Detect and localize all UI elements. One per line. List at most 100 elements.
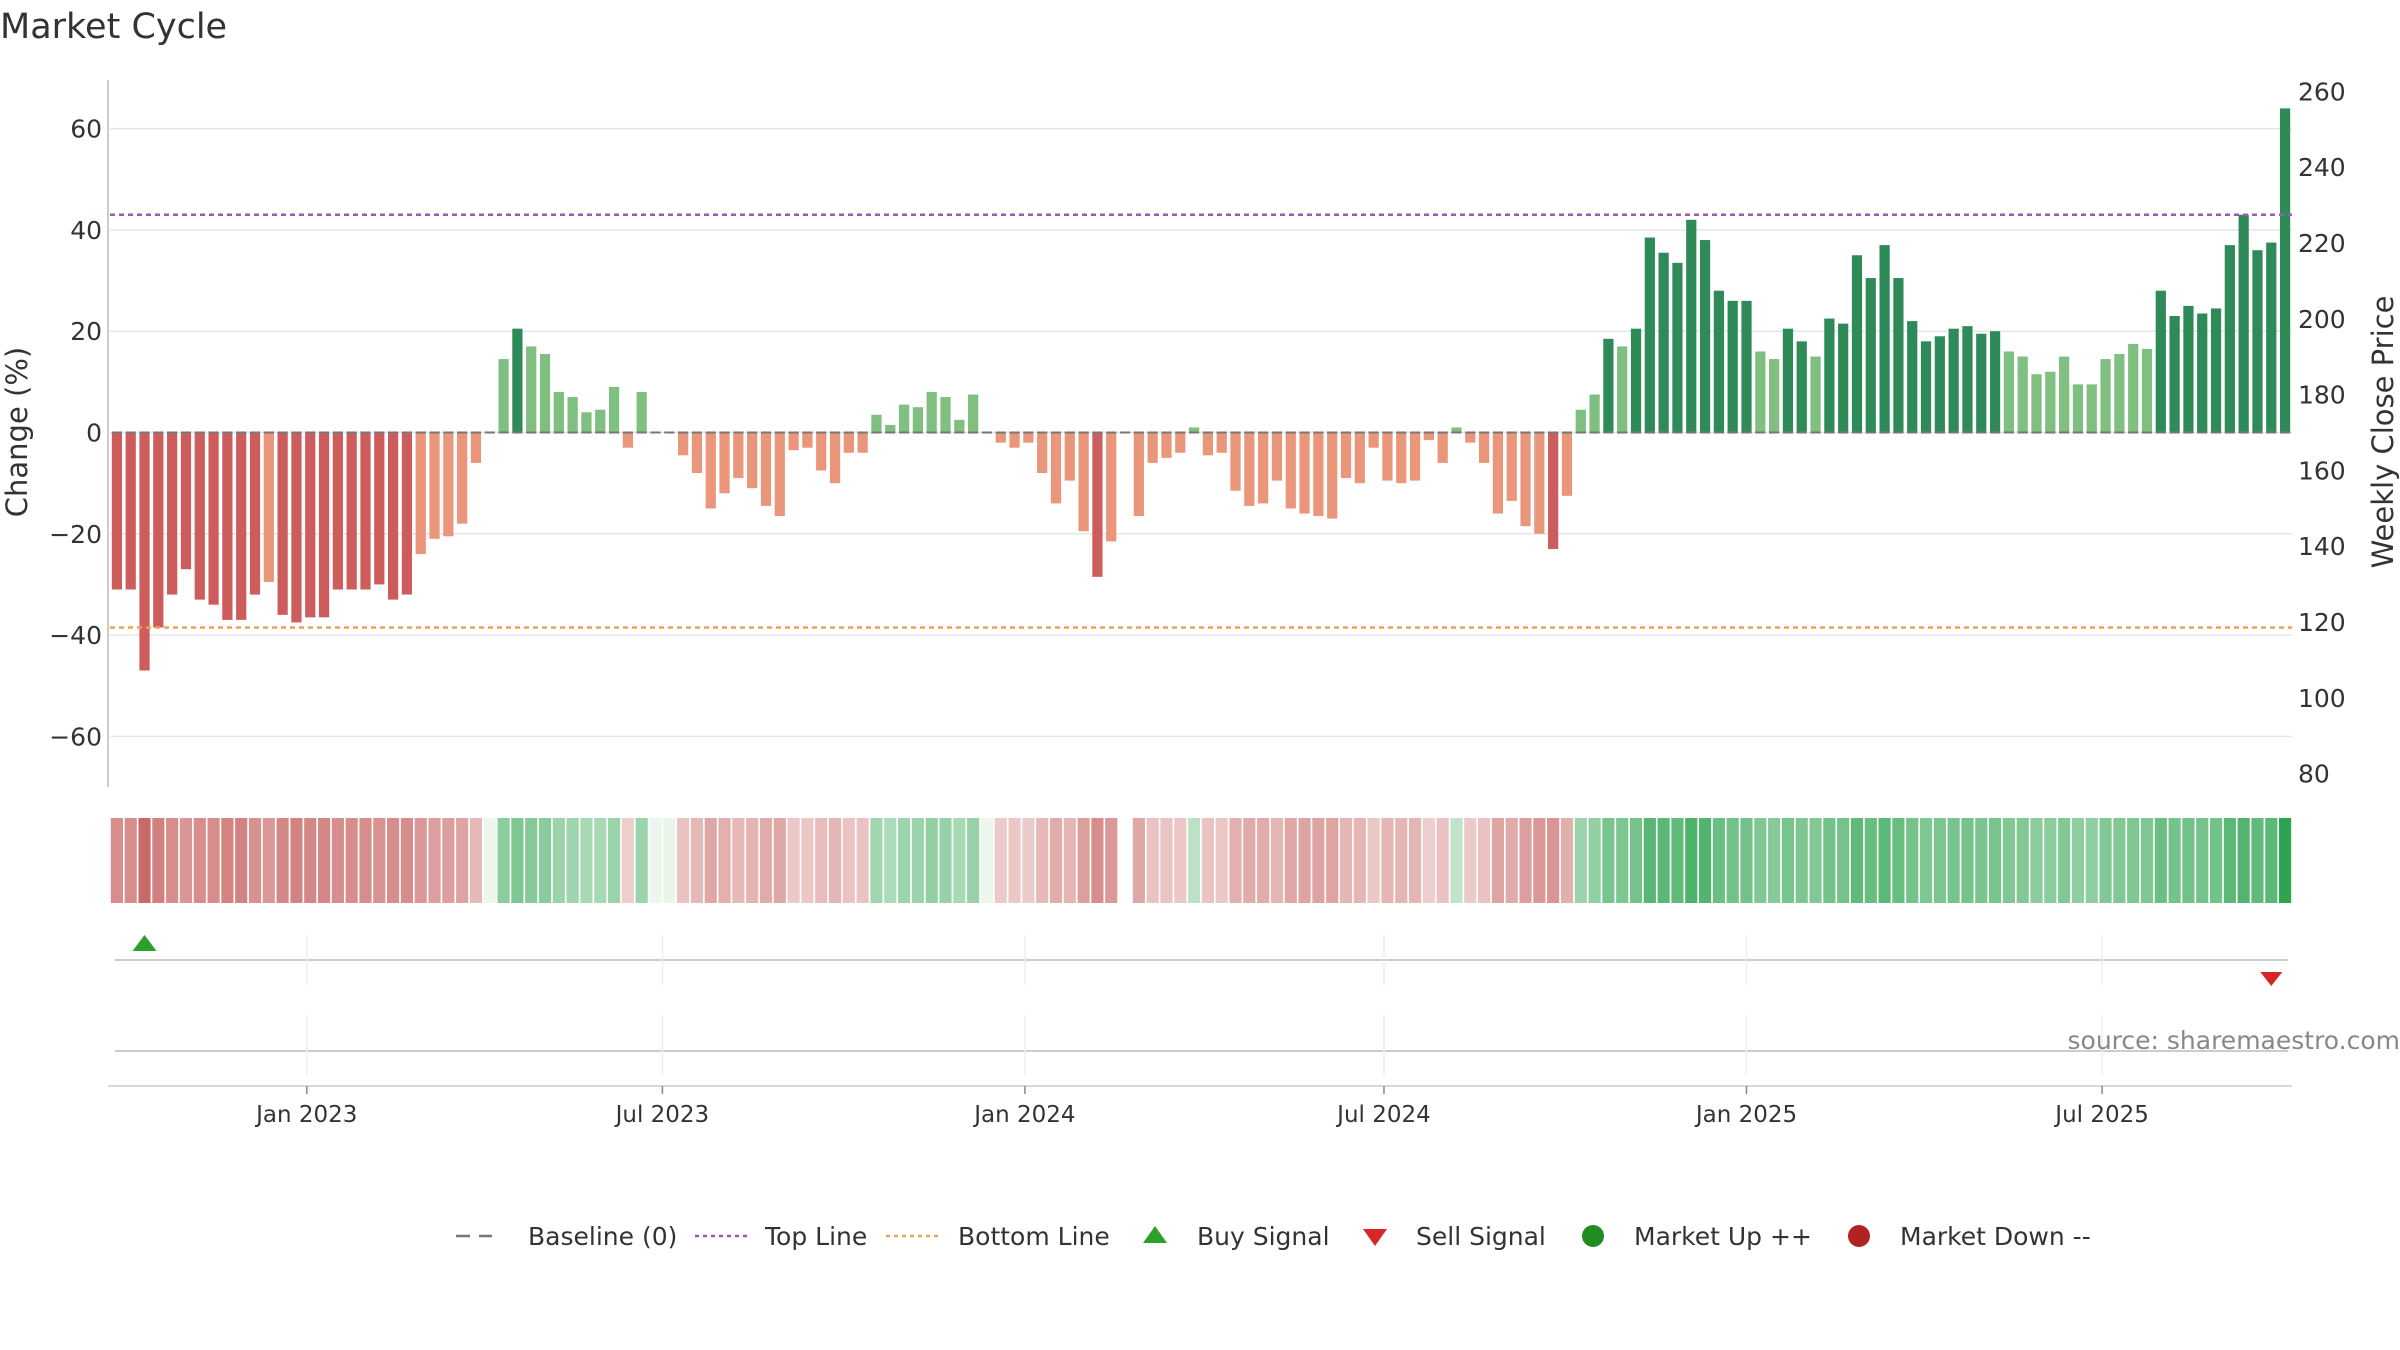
change-bar: [2045, 371, 2056, 433]
strength-cell: [1270, 818, 1284, 903]
strength-cell: [2099, 818, 2112, 903]
strength-cell: [1215, 818, 1228, 903]
change-bar: [2169, 316, 2180, 433]
x-tick-label: Jul 2024: [1335, 1102, 1431, 1128]
change-bar: [1202, 432, 1214, 456]
strength-cell: [2279, 818, 2292, 903]
change-bar: [995, 432, 1006, 443]
change-bar: [291, 432, 302, 623]
strength-cell: [1395, 818, 1408, 903]
change-bar: [1976, 333, 1987, 433]
strength-cell: [2251, 818, 2264, 903]
strength-cell: [1519, 818, 1532, 903]
strength-cell: [2044, 818, 2057, 903]
change-bar: [2210, 308, 2222, 433]
change-bar: [1133, 432, 1144, 517]
y-left-tick-label: −40: [49, 621, 102, 650]
change-bar: [2059, 356, 2070, 433]
change-bar: [622, 432, 633, 448]
change-bar: [222, 432, 233, 620]
change-bar: [305, 432, 316, 618]
strength-cell: [1478, 818, 1491, 903]
change-bar: [1534, 432, 1545, 534]
change-bar: [1271, 432, 1283, 481]
change-bar: [2114, 354, 2125, 433]
change-bar: [1506, 432, 1517, 501]
change-bar: [1838, 323, 1849, 433]
strength-cell: [1243, 818, 1256, 903]
change-bar: [1492, 432, 1504, 514]
change-bar: [249, 432, 261, 595]
change-bar: [2224, 245, 2235, 433]
signal-panels: Jan 2023 Jul 2023 Jan 2024 Jul 2024 Jan 2025…: [108, 935, 2292, 1128]
legend-label: Sell Signal: [1416, 1222, 1546, 1251]
change-bar: [567, 397, 578, 433]
change-bar: [374, 432, 385, 585]
strength-cell: [456, 818, 469, 903]
change-bar: [2128, 343, 2139, 433]
strength-cell: [2113, 818, 2126, 903]
strength-cell: [1229, 818, 1242, 903]
change-bar: [1478, 432, 1490, 463]
strength-cell: [1933, 818, 1946, 903]
change-bar: [968, 394, 979, 433]
change-bar: [1188, 427, 1200, 433]
change-bars: [111, 108, 2291, 671]
change-bar: [1009, 432, 1020, 448]
legend-swatch-buy: [1143, 1226, 1167, 1243]
strength-cell: [898, 818, 911, 903]
y-right-tick-label: 160: [2298, 456, 2346, 485]
strength-cell: [276, 818, 289, 903]
axes: −60 −40 −20 0 20 40 60 80 100 120 140 160 180 200 220 2…: [0, 77, 2400, 788]
strength-cell: [345, 818, 358, 903]
change-bar: [1396, 432, 1407, 484]
change-bar: [636, 391, 647, 433]
strength-cell: [1381, 818, 1394, 903]
y-right-tick-label: 80: [2298, 760, 2330, 789]
x-tick-label: Jan 2025: [1694, 1102, 1797, 1128]
strength-cell: [1947, 818, 1960, 903]
strength-cell: [497, 818, 510, 903]
change-bar: [705, 432, 716, 509]
strength-cell: [166, 818, 179, 903]
strength-cell: [1671, 818, 1684, 903]
change-bar: [1147, 432, 1158, 463]
y-right-tick-label: 200: [2298, 305, 2346, 334]
strength-cell: [179, 818, 193, 903]
strength-cell: [787, 818, 800, 903]
strength-cell: [939, 818, 952, 903]
strength-cell: [221, 818, 234, 903]
change-bar: [1437, 432, 1448, 463]
strength-cell: [2196, 818, 2209, 903]
change-bar: [595, 409, 606, 433]
y-right-tick-label: 240: [2298, 153, 2346, 182]
legend-swatch-sell: [1363, 1229, 1387, 1246]
change-bar: [2003, 351, 2015, 433]
change-bar: [1851, 255, 1863, 433]
change-bar: [1672, 262, 1683, 433]
change-bar: [2183, 305, 2194, 433]
change-bar: [608, 386, 620, 433]
strength-cell: [387, 818, 400, 903]
strength-cell: [414, 818, 427, 903]
x-tick-label: Jan 2024: [972, 1102, 1075, 1128]
change-bar: [1064, 432, 1075, 481]
strength-cell: [1077, 818, 1090, 903]
legend-swatch-circle: [1848, 1225, 1870, 1247]
change-bar: [1741, 300, 1752, 433]
strength-cell: [1063, 818, 1076, 903]
y-left-tick-label: 0: [86, 419, 102, 448]
change-bar: [1824, 318, 1835, 433]
change-bar: [1327, 432, 1338, 519]
strength-cell: [1823, 818, 1836, 903]
x-tick-label: Jul 2025: [2053, 1102, 2149, 1128]
change-bar: [139, 432, 150, 671]
legend-label: Baseline (0): [528, 1222, 677, 1251]
strength-cell: [2237, 818, 2250, 903]
strength-cell: [428, 818, 441, 903]
strength-cell: [2168, 818, 2181, 903]
change-bar: [457, 432, 468, 524]
strength-cell: [1326, 818, 1339, 903]
strength-cell: [1850, 818, 1864, 903]
